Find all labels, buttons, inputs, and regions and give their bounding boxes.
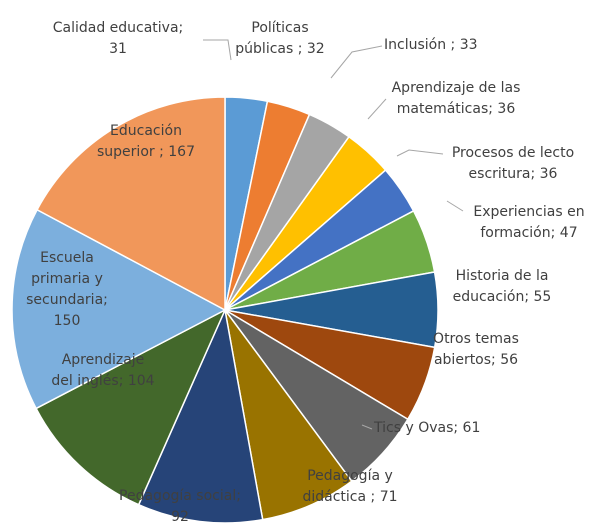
leader-line <box>367 98 387 120</box>
data-label-line: Experiencias en <box>473 204 584 220</box>
data-label-line: Otros temas <box>433 331 519 347</box>
data-label-line: didáctica ; 71 <box>302 489 397 505</box>
data-label: Experiencias en formación; 47 <box>473 204 584 241</box>
data-label-line: Historia de la <box>456 268 549 284</box>
data-label-line: secundaria; <box>26 292 108 308</box>
data-label-line: matemáticas; 36 <box>397 101 516 117</box>
leader-line <box>361 424 373 430</box>
leader-line <box>330 45 383 79</box>
data-label-line: Calidad educativa; <box>53 20 184 36</box>
pie-slice <box>35 308 227 506</box>
data-label: Calidad educativa; 31 <box>53 20 184 57</box>
data-label: Tics y Ovas; 61 <box>373 420 480 436</box>
pie-slice <box>137 307 264 524</box>
data-label-line: educación; 55 <box>453 289 552 305</box>
data-label-line: del inglés; 104 <box>51 373 154 389</box>
data-label-line: formación; 47 <box>480 225 577 241</box>
data-label: Pedagogía y didáctica ; 71 <box>302 468 397 505</box>
data-label-line: Aprendizaje de las <box>392 80 521 96</box>
data-label: Historia de la educación; 55 <box>453 268 552 305</box>
leader-line <box>203 39 232 61</box>
data-label: Pedagogía social; 92 <box>119 488 241 525</box>
data-label-line: 31 <box>109 41 127 57</box>
data-label-line: Educación <box>110 123 182 139</box>
data-label: Políticas públicas ; 32 <box>235 20 324 57</box>
pie-slice <box>36 96 226 312</box>
data-label-line: Inclusión ; 33 <box>384 37 478 53</box>
data-label-line: Escuela <box>40 250 94 266</box>
data-label-line: Pedagogía social; <box>119 488 241 504</box>
data-label-line: superior ; 167 <box>97 144 195 160</box>
data-label: Aprendizaje de las matemáticas; 36 <box>392 80 521 117</box>
leader-lines <box>203 39 464 430</box>
pie-slice <box>224 309 353 521</box>
pie-slices <box>11 96 439 524</box>
data-label: Procesos de lecto escritura; 36 <box>452 145 574 182</box>
data-label: Educación superior ; 167 <box>97 123 195 160</box>
data-label-line: Pedagogía y <box>307 468 393 484</box>
data-label: Escuela primaria y secundaria; 150 <box>26 250 108 329</box>
data-label-line: Aprendizaje <box>62 352 145 368</box>
leader-line <box>446 200 464 212</box>
data-label-line: públicas ; 32 <box>235 41 324 57</box>
data-label-line: abiertos; 56 <box>434 352 518 368</box>
data-label-line: Tics y Ovas; 61 <box>373 420 480 436</box>
data-labels: Calidad educativa; 31 Políticas públicas ; … <box>26 20 584 525</box>
data-label: Otros temas abiertos; 56 <box>433 331 519 368</box>
pie-slice <box>11 208 227 410</box>
data-label: Inclusión ; 33 <box>384 37 478 53</box>
data-label-line: 150 <box>54 313 81 329</box>
leader-line <box>396 149 444 157</box>
data-label-line: escritura; 36 <box>469 166 558 182</box>
data-label-line: Procesos de lecto <box>452 145 574 161</box>
data-label-line: 92 <box>171 509 189 525</box>
data-label-line: primaria y <box>31 271 103 287</box>
data-label: Aprendizaje del inglés; 104 <box>51 352 154 389</box>
data-label-line: Políticas <box>251 20 308 36</box>
